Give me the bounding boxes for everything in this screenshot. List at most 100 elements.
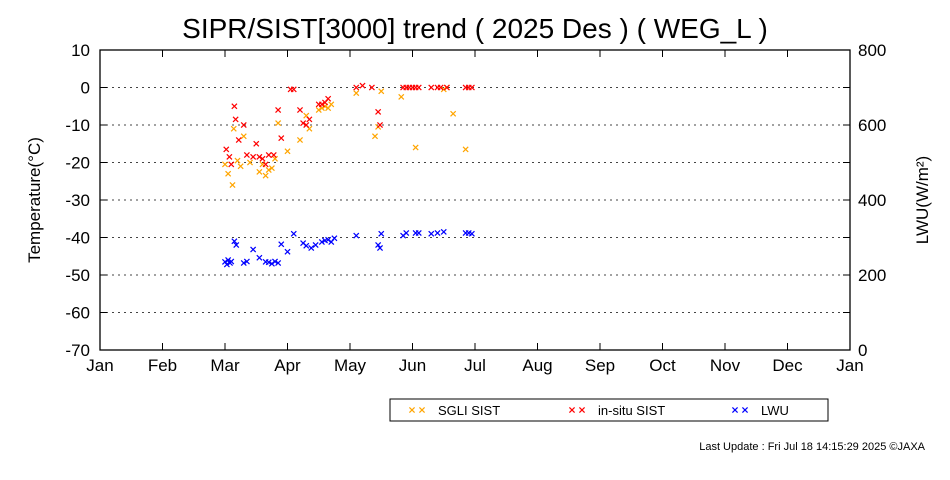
data-point [378, 230, 385, 237]
x-tick-label: May [334, 356, 367, 375]
y-tick-label-left: -50 [65, 266, 90, 285]
data-point [468, 230, 475, 237]
data-point [428, 230, 435, 237]
last-update-footer: Last Update : Fri Jul 18 14:15:29 2025 ©… [699, 441, 925, 453]
data-point [450, 110, 457, 117]
data-point [462, 146, 469, 153]
data-point [271, 155, 279, 162]
data-point [275, 106, 282, 114]
y-tick-label-right: 600 [858, 116, 886, 135]
data-point [376, 244, 384, 252]
data-point [353, 232, 360, 239]
data-point [303, 121, 310, 129]
y-tick-label-right: 200 [858, 266, 886, 285]
data-point [378, 88, 385, 95]
data-point [296, 136, 304, 144]
data-point [403, 229, 410, 237]
data-point [440, 228, 447, 235]
data-point [231, 103, 238, 110]
data-point [412, 144, 419, 151]
data-point [240, 121, 247, 129]
y-axis-label-left: Temperature(°C) [25, 137, 44, 263]
data-point [308, 244, 315, 252]
x-tick-label: Jun [399, 356, 426, 375]
data-point [228, 258, 235, 265]
data-point [328, 101, 335, 108]
data-point [256, 168, 263, 175]
legend-label: in-situ SIST [598, 403, 665, 418]
data-point [229, 181, 236, 189]
legend-marker [578, 406, 586, 414]
data-point [371, 133, 379, 140]
data-point [315, 106, 322, 114]
y-tick-label-right: 800 [858, 41, 886, 60]
legend-box [389, 398, 829, 422]
data-point [256, 153, 263, 160]
data-point [376, 121, 384, 129]
data-point [223, 261, 230, 268]
data-point [318, 238, 325, 246]
x-tick-label: Dec [772, 356, 803, 375]
data-point [278, 135, 285, 142]
data-point [250, 153, 257, 160]
data-point [225, 256, 232, 264]
data-point [428, 84, 435, 91]
data-point [268, 260, 275, 267]
data-point [415, 84, 422, 91]
data-point [443, 84, 450, 91]
data-point [353, 84, 360, 91]
data-point [262, 161, 269, 168]
data-point [415, 229, 422, 237]
data-point [375, 241, 382, 249]
data-point [268, 165, 275, 172]
series-2 [221, 228, 475, 268]
legend-marker [418, 406, 426, 414]
x-tick-label: Oct [649, 356, 676, 375]
y-tick-label-left: 0 [81, 79, 90, 98]
data-point [275, 120, 282, 127]
x-tick-label: Jan [86, 356, 113, 375]
data-point [275, 259, 282, 267]
x-tick-label: Mar [210, 356, 240, 375]
data-point [368, 84, 375, 91]
x-tick-label: Jan [836, 356, 863, 375]
legend-marker [408, 406, 416, 414]
data-point [230, 125, 237, 132]
data-point [228, 161, 235, 168]
data-point [331, 235, 338, 242]
data-point [303, 242, 310, 249]
data-point [325, 95, 332, 102]
data-point [290, 86, 297, 93]
data-point [375, 108, 382, 115]
data-point [233, 241, 240, 249]
data-point [250, 246, 257, 253]
y-axis-label-right: LWU(W/m²) [913, 156, 932, 244]
data-point [232, 116, 239, 123]
data-point [434, 229, 441, 237]
grid-lines [100, 87, 850, 313]
data-point [240, 133, 247, 140]
data-point [318, 101, 325, 108]
x-tick-label: Feb [148, 356, 177, 375]
data-point [256, 254, 263, 261]
x-tick-label: Apr [274, 356, 301, 375]
data-point [300, 120, 307, 127]
data-point [359, 82, 366, 89]
data-point [259, 155, 266, 162]
y-tick-label-left: 10 [71, 41, 90, 60]
data-point [225, 170, 232, 177]
data-point [246, 159, 254, 166]
x-tick-label: Aug [522, 356, 552, 375]
data-point [234, 157, 241, 164]
data-point [262, 172, 269, 179]
x-tick-label: Sep [585, 356, 615, 375]
data-point [223, 146, 230, 153]
data-point [221, 161, 229, 168]
series-1 [223, 82, 475, 168]
data-point [353, 90, 360, 97]
y-tick-label-left: -60 [65, 304, 90, 323]
data-point [243, 151, 250, 159]
legend-marker [731, 406, 739, 414]
data-points [221, 82, 475, 268]
